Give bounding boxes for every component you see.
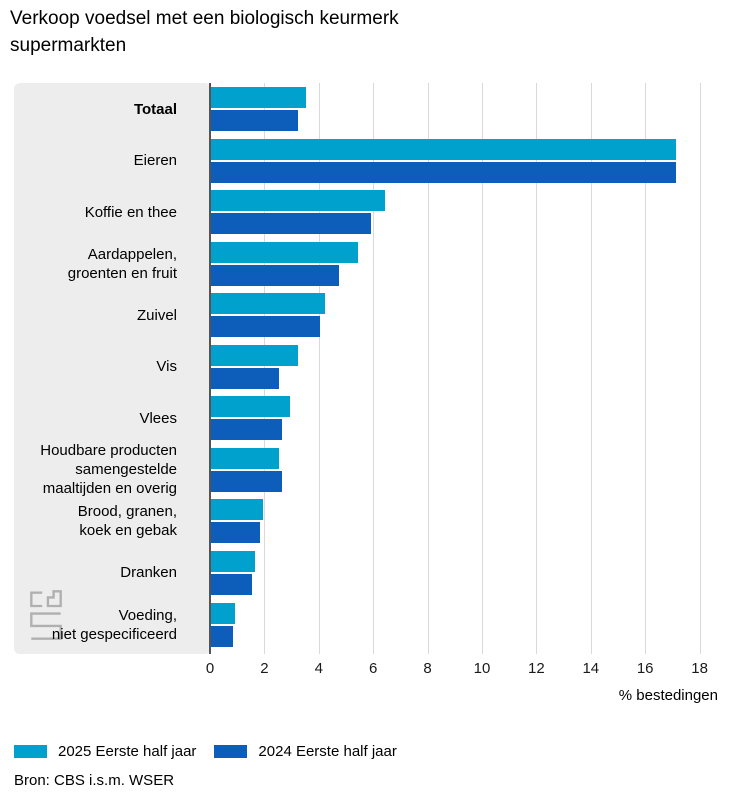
bar-2024-10	[211, 625, 233, 647]
x-tick-2: 2	[260, 660, 269, 677]
category-label-5: Vis	[156, 358, 177, 376]
bar-2024-2	[211, 213, 372, 235]
bar-2025-1	[211, 138, 677, 160]
legend-item-2024: 2024 Eerste half jaar	[214, 743, 397, 760]
legend-item-2025: 2025 Eerste half jaar	[14, 743, 196, 760]
bar-2024-9	[211, 573, 252, 595]
bar-2024-5	[211, 367, 279, 389]
gridline-14	[590, 83, 592, 654]
bar-2025-5	[211, 344, 299, 366]
cbs-logo-icon	[30, 590, 62, 640]
gridline-18	[699, 83, 701, 654]
bar-2024-1	[211, 161, 677, 183]
bar-2025-10	[211, 602, 236, 624]
bar-2025-3	[211, 241, 358, 263]
category-label-2: Koffie en thee	[84, 203, 177, 221]
x-tick-12: 12	[528, 660, 545, 677]
category-label-0: Totaal	[133, 100, 177, 118]
category-label-9: Dranken	[120, 564, 177, 582]
legend-label-2024: 2024 Eerste half jaar	[258, 743, 397, 760]
category-label-1: Eieren	[133, 152, 177, 170]
category-label-10: Voeding, niet gespecificeerd	[51, 606, 177, 643]
bar-2024-3	[211, 264, 339, 286]
bar-2024-0	[211, 110, 299, 131]
gridline-8	[427, 83, 429, 654]
bar-2024-4	[211, 316, 320, 338]
legend-swatch-2024	[214, 745, 248, 758]
bar-2024-6	[211, 419, 282, 441]
bar-2024-8	[211, 522, 260, 544]
legend-label-2025: 2025 Eerste half jaar	[58, 743, 197, 760]
category-panel	[14, 83, 211, 654]
x-tick-4: 4	[314, 660, 323, 677]
gridline-16	[645, 83, 647, 654]
gridline-4	[318, 83, 320, 654]
x-axis-title: % bestedingen	[618, 687, 718, 704]
y-axis-line	[209, 83, 211, 654]
bar-2025-4	[211, 293, 326, 315]
legend-swatch-2025	[14, 745, 47, 758]
bar-2025-9	[211, 550, 255, 572]
legend: 2025 Eerste half jaar 2024 Eerste half j…	[14, 743, 397, 760]
bar-2025-0	[211, 87, 307, 108]
x-tick-0: 0	[205, 660, 215, 677]
bar-2025-2	[211, 190, 386, 212]
chart-title: Verkoop voedsel met een biologisch keurm…	[10, 8, 399, 56]
x-tick-10: 10	[473, 660, 491, 677]
category-label-4: Zuivel	[136, 306, 177, 324]
x-tick-8: 8	[423, 660, 432, 677]
source-text: Bron: CBS i.s.m. WSER	[14, 772, 175, 789]
bar-2025-8	[211, 499, 263, 521]
gridline-10	[482, 83, 483, 654]
x-tick-6: 6	[369, 660, 378, 677]
bar-2024-7	[211, 470, 282, 492]
bar-2025-7	[211, 447, 279, 469]
gridline-12	[536, 83, 538, 654]
gridline-6	[373, 83, 375, 654]
category-label-7: Houdbare producten samengestelde maaltij…	[40, 442, 177, 498]
x-tick-14: 14	[582, 660, 600, 677]
category-label-8: Brood, granen, koek en gebak	[77, 503, 177, 540]
x-tick-16: 16	[636, 660, 654, 677]
category-label-6: Vlees	[139, 409, 177, 427]
category-label-3: Aardappelen, groenten en fruit	[67, 245, 177, 282]
bar-2025-6	[211, 396, 290, 418]
x-tick-18: 18	[691, 660, 708, 677]
